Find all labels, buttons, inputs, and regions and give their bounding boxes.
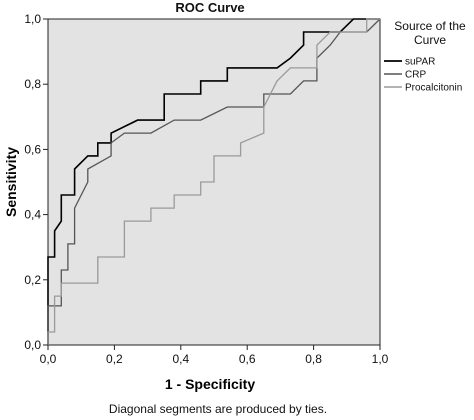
legend-label-crp: CRP bbox=[405, 70, 426, 81]
x-tick-label: 1,0 bbox=[372, 352, 389, 366]
legend-label-procalcitonin: Procalcitonin bbox=[405, 83, 462, 94]
y-tick-label: 0,2 bbox=[24, 273, 41, 287]
x-tick-label: 0,4 bbox=[172, 352, 189, 366]
x-tick-label: 0,8 bbox=[305, 352, 322, 366]
legend: Source of the Curve suPAR CRP Procalcitoni… bbox=[384, 19, 466, 94]
x-tick-label: 0,0 bbox=[40, 352, 57, 366]
y-tick-label: 0,8 bbox=[24, 77, 41, 91]
x-tick-label: 0,6 bbox=[239, 352, 256, 366]
y-tick-label: 0,4 bbox=[24, 208, 41, 222]
legend-title-line2: Curve bbox=[414, 33, 446, 47]
series-layer bbox=[47, 18, 381, 345]
footnote: Diagonal segments are produced by ties. bbox=[109, 402, 327, 416]
y-tick-label: 1,0 bbox=[24, 12, 41, 26]
axes: 0,0 0,2 0,4 0,6 0,8 1,0 0,0 0,2 0,4 0,6 0,8 1,0 bbox=[24, 12, 388, 366]
y-axis-label: Sensitivity bbox=[3, 147, 19, 217]
series-line-procalcitonin bbox=[47, 18, 380, 345]
x-axis-label: 1 - Specificity bbox=[165, 376, 255, 392]
y-tick-label: 0,6 bbox=[24, 142, 41, 156]
chart-title: ROC Curve bbox=[175, 0, 244, 15]
legend-items: suPAR CRP Procalcitonin bbox=[384, 57, 462, 94]
y-tick-label: 0,0 bbox=[24, 338, 41, 352]
series-line-supar bbox=[47, 18, 380, 345]
legend-label-supar: suPAR bbox=[405, 57, 435, 68]
legend-title-line1: Source of the bbox=[394, 19, 466, 33]
x-tick-label: 0,2 bbox=[106, 352, 123, 366]
